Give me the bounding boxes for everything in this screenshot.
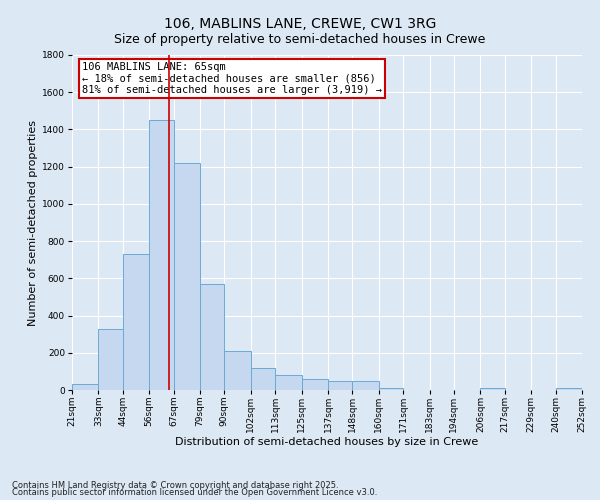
- Bar: [302, 379, 328, 390]
- Bar: [328, 380, 352, 390]
- X-axis label: Distribution of semi-detached houses by size in Crewe: Distribution of semi-detached houses by …: [175, 438, 479, 448]
- Bar: [352, 380, 379, 390]
- Bar: [224, 351, 251, 390]
- Bar: [72, 384, 98, 390]
- Y-axis label: Number of semi-detached properties: Number of semi-detached properties: [28, 120, 38, 326]
- Bar: [379, 388, 403, 390]
- Bar: [98, 328, 123, 390]
- Bar: [149, 120, 173, 390]
- Bar: [200, 284, 224, 390]
- Bar: [251, 368, 275, 390]
- Bar: [556, 388, 582, 390]
- Bar: [123, 254, 149, 390]
- Text: Size of property relative to semi-detached houses in Crewe: Size of property relative to semi-detach…: [115, 32, 485, 46]
- Bar: [275, 375, 302, 390]
- Text: Contains HM Land Registry data © Crown copyright and database right 2025.: Contains HM Land Registry data © Crown c…: [12, 480, 338, 490]
- Bar: [481, 388, 505, 390]
- Bar: [173, 163, 200, 390]
- Text: 106 MABLINS LANE: 65sqm
← 18% of semi-detached houses are smaller (856)
81% of s: 106 MABLINS LANE: 65sqm ← 18% of semi-de…: [82, 62, 382, 95]
- Text: Contains public sector information licensed under the Open Government Licence v3: Contains public sector information licen…: [12, 488, 377, 497]
- Text: 106, MABLINS LANE, CREWE, CW1 3RG: 106, MABLINS LANE, CREWE, CW1 3RG: [164, 18, 436, 32]
